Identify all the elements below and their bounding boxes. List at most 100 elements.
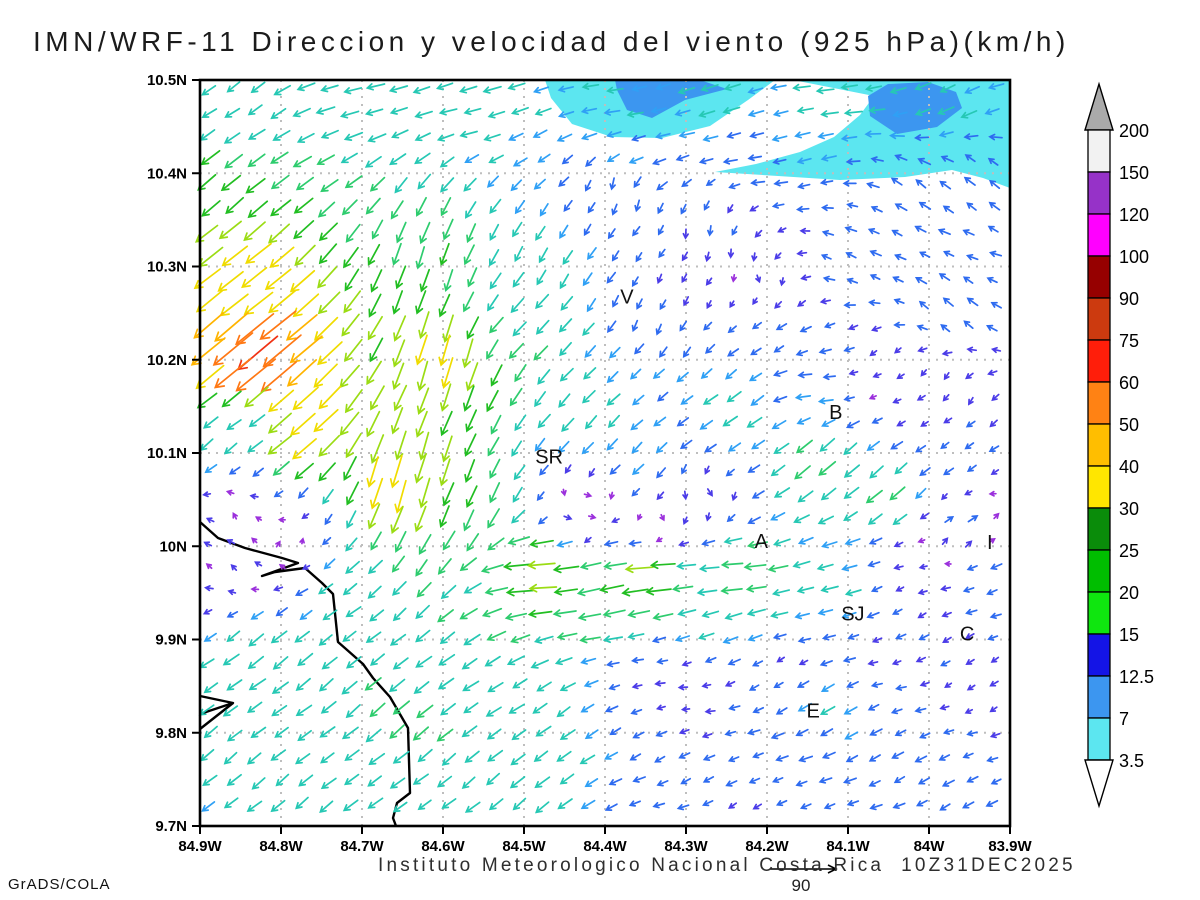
wind-vector bbox=[419, 268, 431, 293]
wind-vector bbox=[680, 395, 694, 405]
wind-vector bbox=[611, 294, 620, 308]
wind-vector bbox=[510, 106, 529, 116]
wind-vector bbox=[586, 247, 597, 261]
wind-vector bbox=[562, 250, 574, 265]
wind-vector bbox=[895, 585, 905, 592]
wind-vector bbox=[747, 634, 763, 642]
wind-vector bbox=[370, 531, 382, 551]
wind-vector bbox=[820, 253, 832, 260]
wind-vector bbox=[962, 229, 975, 236]
wind-vector bbox=[888, 132, 906, 140]
wind-vector bbox=[510, 634, 531, 644]
wind-vector bbox=[220, 174, 242, 192]
wind-vector bbox=[988, 133, 1003, 141]
wind-vector bbox=[226, 81, 241, 93]
wind-vector bbox=[462, 291, 475, 313]
wind-vector bbox=[364, 108, 384, 117]
wind-vector bbox=[343, 246, 359, 269]
wind-vector bbox=[277, 516, 286, 523]
wind-vector bbox=[535, 319, 550, 335]
colorbar-label: 200 bbox=[1119, 121, 1149, 141]
wind-vector bbox=[773, 487, 791, 498]
wind-vector bbox=[608, 346, 621, 359]
wind-vector bbox=[224, 153, 244, 169]
wind-vector bbox=[891, 229, 903, 237]
wind-vector bbox=[557, 440, 570, 454]
wind-vector bbox=[509, 776, 526, 789]
wind-vector bbox=[489, 482, 501, 504]
wind-vector bbox=[869, 273, 881, 281]
colorbar-label: 7 bbox=[1119, 709, 1129, 729]
wind-vector bbox=[201, 200, 221, 217]
colorbar-segment bbox=[1087, 591, 1111, 635]
wind-vector bbox=[512, 157, 528, 167]
wind-vector bbox=[392, 339, 406, 368]
wind-vector bbox=[213, 357, 252, 389]
wind-vector bbox=[535, 725, 552, 737]
wind-vector bbox=[651, 158, 667, 166]
colorbar-segment bbox=[1087, 675, 1111, 719]
wind-vector bbox=[705, 512, 712, 522]
wind-vector bbox=[245, 242, 272, 264]
wind-vector bbox=[627, 632, 645, 640]
wind-vector bbox=[796, 680, 810, 688]
wind-vector bbox=[486, 339, 499, 360]
wind-vector bbox=[676, 562, 697, 570]
wind-vector bbox=[698, 110, 716, 118]
wind-vector bbox=[581, 82, 600, 90]
wind-vector bbox=[893, 347, 902, 354]
wind-vector bbox=[817, 515, 835, 525]
coastline bbox=[199, 702, 234, 730]
wind-vector bbox=[486, 728, 502, 740]
colorbar-segment bbox=[1087, 381, 1111, 425]
wind-vector bbox=[441, 752, 457, 766]
wind-vector bbox=[463, 633, 481, 646]
wind-vector bbox=[480, 564, 504, 574]
wind-vector bbox=[603, 561, 628, 570]
wind-vector bbox=[939, 84, 956, 93]
wind-vector bbox=[467, 267, 478, 288]
wind-vector bbox=[251, 537, 258, 544]
wind-vector bbox=[224, 107, 241, 118]
wind-vector bbox=[534, 776, 551, 789]
wind-vector bbox=[632, 776, 646, 783]
wind-vector bbox=[487, 436, 500, 457]
wind-vector bbox=[915, 179, 927, 189]
wind-vector bbox=[775, 707, 788, 715]
wind-vector bbox=[512, 486, 523, 503]
wind-vector bbox=[868, 394, 877, 400]
wind-vector bbox=[556, 706, 571, 718]
wind-vector bbox=[990, 656, 1000, 663]
colorbar-label: 120 bbox=[1119, 205, 1149, 225]
wind-vector bbox=[655, 704, 666, 711]
wind-vector bbox=[893, 775, 906, 784]
wind-vector bbox=[966, 684, 976, 691]
wind-vector bbox=[295, 588, 309, 597]
wind-vector bbox=[392, 700, 411, 715]
wind-vector bbox=[254, 561, 263, 567]
y-tick-label: 9.7N bbox=[155, 818, 187, 835]
wind-vector bbox=[676, 803, 690, 811]
wind-vector bbox=[533, 635, 554, 644]
wind-vector bbox=[275, 773, 290, 787]
wind-vector bbox=[705, 277, 713, 286]
wind-vector bbox=[466, 223, 477, 244]
wind-vector bbox=[703, 200, 710, 211]
wind-vector bbox=[896, 420, 906, 427]
colorbar-segment bbox=[1087, 549, 1111, 593]
wind-vector bbox=[843, 464, 861, 478]
wind-vector bbox=[365, 631, 382, 643]
wind-vector bbox=[345, 704, 361, 719]
wind-vector bbox=[442, 530, 456, 551]
wind-vector bbox=[749, 131, 765, 139]
wind-vector bbox=[510, 297, 525, 314]
wind-vector bbox=[318, 222, 338, 242]
wind-vector bbox=[438, 653, 456, 666]
wind-vector bbox=[627, 610, 651, 619]
wind-vector bbox=[558, 318, 573, 333]
wind-vector bbox=[559, 682, 576, 692]
wind-vector bbox=[846, 277, 859, 284]
wind-vector bbox=[484, 586, 509, 596]
wind-vector bbox=[343, 290, 362, 314]
wind-vector bbox=[652, 801, 666, 809]
